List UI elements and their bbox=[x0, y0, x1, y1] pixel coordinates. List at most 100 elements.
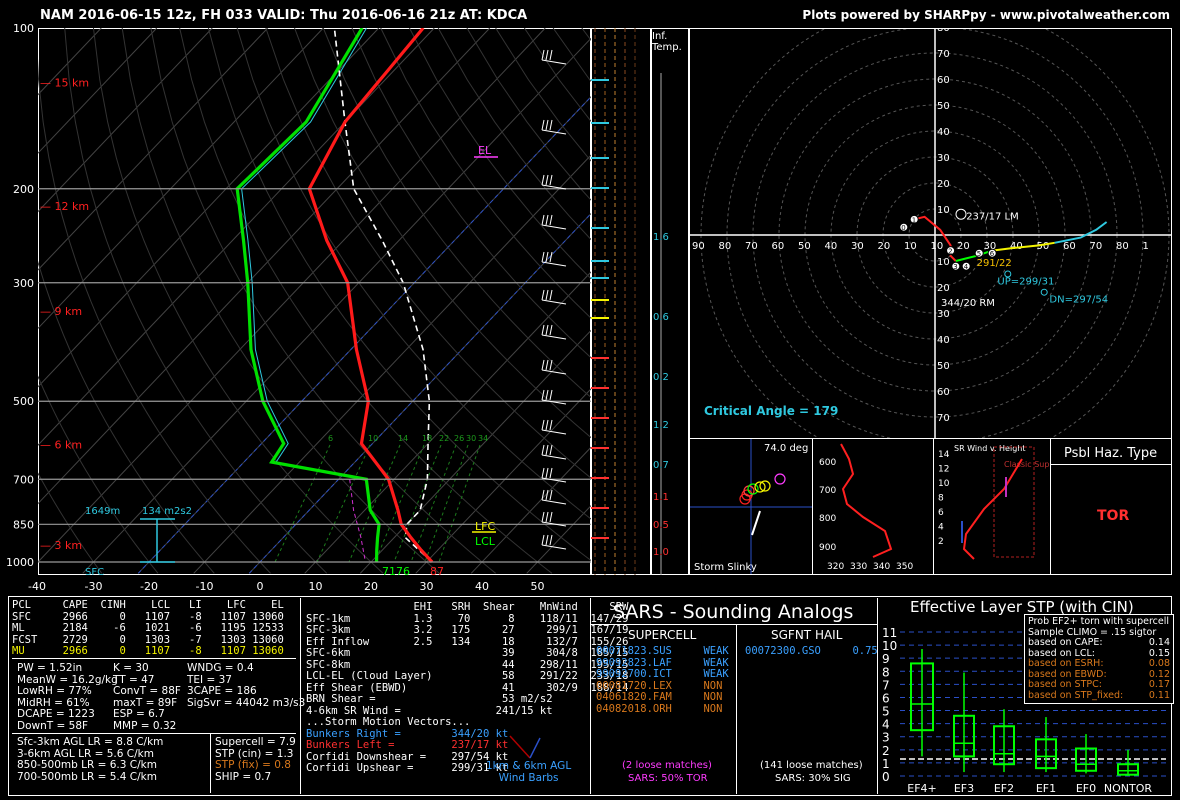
stp-legend-row: based on LCL: 0.15 bbox=[1028, 647, 1170, 659]
skewt-panel[interactable] bbox=[38, 28, 591, 575]
srwind-y-label: 14 bbox=[938, 450, 950, 460]
height-label: — 9 km bbox=[40, 305, 82, 318]
composite-line: SHIP = 0.7 bbox=[215, 770, 272, 783]
theta-e-x-label: 330 bbox=[850, 562, 867, 572]
temp-label: 30 bbox=[420, 580, 434, 593]
kin-line: Corfidi Downshear = 297/54 kt bbox=[306, 750, 509, 763]
kin-line: Eff Inflow 2.5 134 18 132/7 155/26 bbox=[306, 635, 629, 648]
sfc-label: SFC bbox=[85, 567, 104, 578]
isotherm bbox=[38, 28, 324, 330]
hodo-x-label: 30 bbox=[851, 241, 864, 252]
temp-label: 50 bbox=[531, 580, 545, 593]
hodo-x-label: 90 bbox=[692, 241, 705, 252]
wind-barb-flag bbox=[545, 419, 549, 431]
wind-barb bbox=[541, 224, 567, 230]
dn-label: DN=297/54 bbox=[1049, 295, 1108, 306]
hodo-x-label: 30 bbox=[984, 241, 997, 252]
wind-barb-flag bbox=[541, 534, 545, 546]
theta-e-p-label: 700 bbox=[819, 486, 836, 496]
wind-barb-flag bbox=[545, 467, 549, 479]
wind-barb-flag bbox=[549, 534, 553, 546]
critical-angle: Critical Angle = 179 bbox=[704, 404, 838, 418]
hodo-x-label: 80 bbox=[719, 241, 732, 252]
temp-label: -20 bbox=[140, 580, 158, 593]
stp-category: NONTOR bbox=[1104, 782, 1152, 795]
slinky-vector bbox=[751, 510, 761, 536]
pressure-label: 200 bbox=[13, 183, 34, 196]
index-line: WNDG = 0.4 bbox=[187, 662, 254, 674]
dry-adiabat bbox=[294, 28, 591, 439]
theta-e-p-label: 900 bbox=[819, 543, 836, 553]
divider-v4 bbox=[877, 598, 878, 794]
hodo-height-label: 4 bbox=[964, 263, 969, 271]
height-label: — 3 km bbox=[40, 539, 82, 552]
index-line: TEI = 37 bbox=[187, 673, 232, 686]
hodo-ring-label-bottom: 50 bbox=[937, 361, 950, 372]
sars-pct-left: SARS: 50% TOR bbox=[628, 773, 708, 784]
stp-legend-row: based on STPC: 0.17 bbox=[1028, 679, 1170, 690]
hodo-ring-label-bottom: 70 bbox=[937, 413, 950, 424]
wind-barb-flag bbox=[549, 389, 553, 401]
hodo-trace-9-12 bbox=[1054, 221, 1108, 244]
inflow-chart: 1.6 0.6 0.2 1.2 0.7 1.1 0.5 1.0 bbox=[591, 28, 669, 575]
wind-barb-flag bbox=[545, 489, 549, 501]
index-line: MMP = 0.32 bbox=[113, 719, 177, 732]
stp-y-label: 9 bbox=[882, 652, 890, 666]
wind-barb-flag bbox=[541, 289, 545, 301]
parcel-row: SFC 2966 0 1107 -8 1107 13060 bbox=[12, 610, 284, 623]
wind-barb-flag bbox=[545, 174, 549, 186]
wind-barb bbox=[541, 129, 567, 135]
slinky-circle bbox=[754, 481, 766, 493]
skewt-plot-area bbox=[38, 28, 591, 574]
srwind-y-label: 12 bbox=[938, 465, 949, 475]
slinky-circle bbox=[774, 473, 786, 485]
isotherm bbox=[38, 28, 158, 154]
theta-e-x-label: 350 bbox=[896, 562, 913, 572]
composite-line: Supercell = 7.9 bbox=[215, 736, 296, 748]
kin-line: BRN Shear = 53 m2/s2 bbox=[306, 693, 553, 705]
stp-legend-row: based on EBWD: 0.12 bbox=[1028, 668, 1170, 680]
parcel-table: PCL CAPE CINH LCL LI LFC EL SFC 2966 0 11… bbox=[12, 599, 297, 658]
hodo-ring-label-bottom: 30 bbox=[937, 309, 950, 320]
wind-barb bbox=[541, 477, 567, 483]
hodo-x-label: 10 bbox=[904, 241, 917, 252]
hodo-height-marker bbox=[974, 248, 984, 258]
index-line: DCAPE = 1223 bbox=[17, 708, 95, 720]
inflow-value: 0.2 bbox=[653, 372, 669, 383]
stp-box bbox=[993, 725, 1015, 766]
wind-barb-flag bbox=[541, 324, 545, 336]
inflow-panel-2 bbox=[651, 28, 689, 575]
stp-legend: Prob EF2+ torn with supercell Sample CLIM… bbox=[1024, 614, 1174, 704]
srwind-box bbox=[993, 446, 1035, 558]
credit-text: Plots powered by SHARPpy - www.pivotalwe… bbox=[802, 8, 1170, 22]
index-line: 850-500mb LR = 6.3 C/km bbox=[17, 759, 157, 771]
hazard-type-panel bbox=[1050, 438, 1172, 575]
wind-barb-flag bbox=[541, 419, 545, 431]
wind-barb-flag bbox=[549, 511, 553, 523]
inflow-value: 0.7 bbox=[653, 460, 669, 471]
parcel-row: ML 2184 -6 1021 -6 1195 12533 bbox=[12, 622, 284, 634]
srwind-y-label: 4 bbox=[938, 523, 944, 533]
temperature-line bbox=[307, 28, 434, 564]
stp-category: EF0 bbox=[1076, 782, 1096, 795]
wind-barb-flag bbox=[549, 444, 553, 456]
wind-barb-flag bbox=[541, 49, 545, 61]
srwind-line bbox=[962, 458, 1023, 560]
height-label: — 15 km bbox=[40, 76, 89, 89]
wind-barb-flag bbox=[549, 214, 553, 226]
wind-barb bbox=[541, 521, 567, 527]
temp-label: -10 bbox=[196, 580, 214, 593]
mixing-ratio-label: 22 bbox=[439, 434, 449, 443]
kin-line: Corfidi Upshear = 299/31 kt bbox=[306, 762, 509, 774]
theta-e-p-label: 600 bbox=[819, 458, 836, 468]
kinematic-table: EHI SRH Shear MnWind SRW SFC-1km 1.3 70 8… bbox=[306, 601, 629, 775]
dn-marker bbox=[1040, 288, 1048, 296]
stp-legend-title: Prob EF2+ torn with supercell bbox=[1028, 616, 1169, 627]
indices-right: WNDG = 0.4 TEI = 37 3CAPE = 186 SigSvr = 44… bbox=[187, 662, 305, 709]
el-label: EL bbox=[478, 144, 492, 157]
wind-barb bbox=[541, 454, 567, 460]
stp-category: EF2 bbox=[994, 782, 1014, 795]
wind-barb bbox=[541, 59, 567, 65]
rm-label: 344/20 RM bbox=[941, 298, 995, 309]
